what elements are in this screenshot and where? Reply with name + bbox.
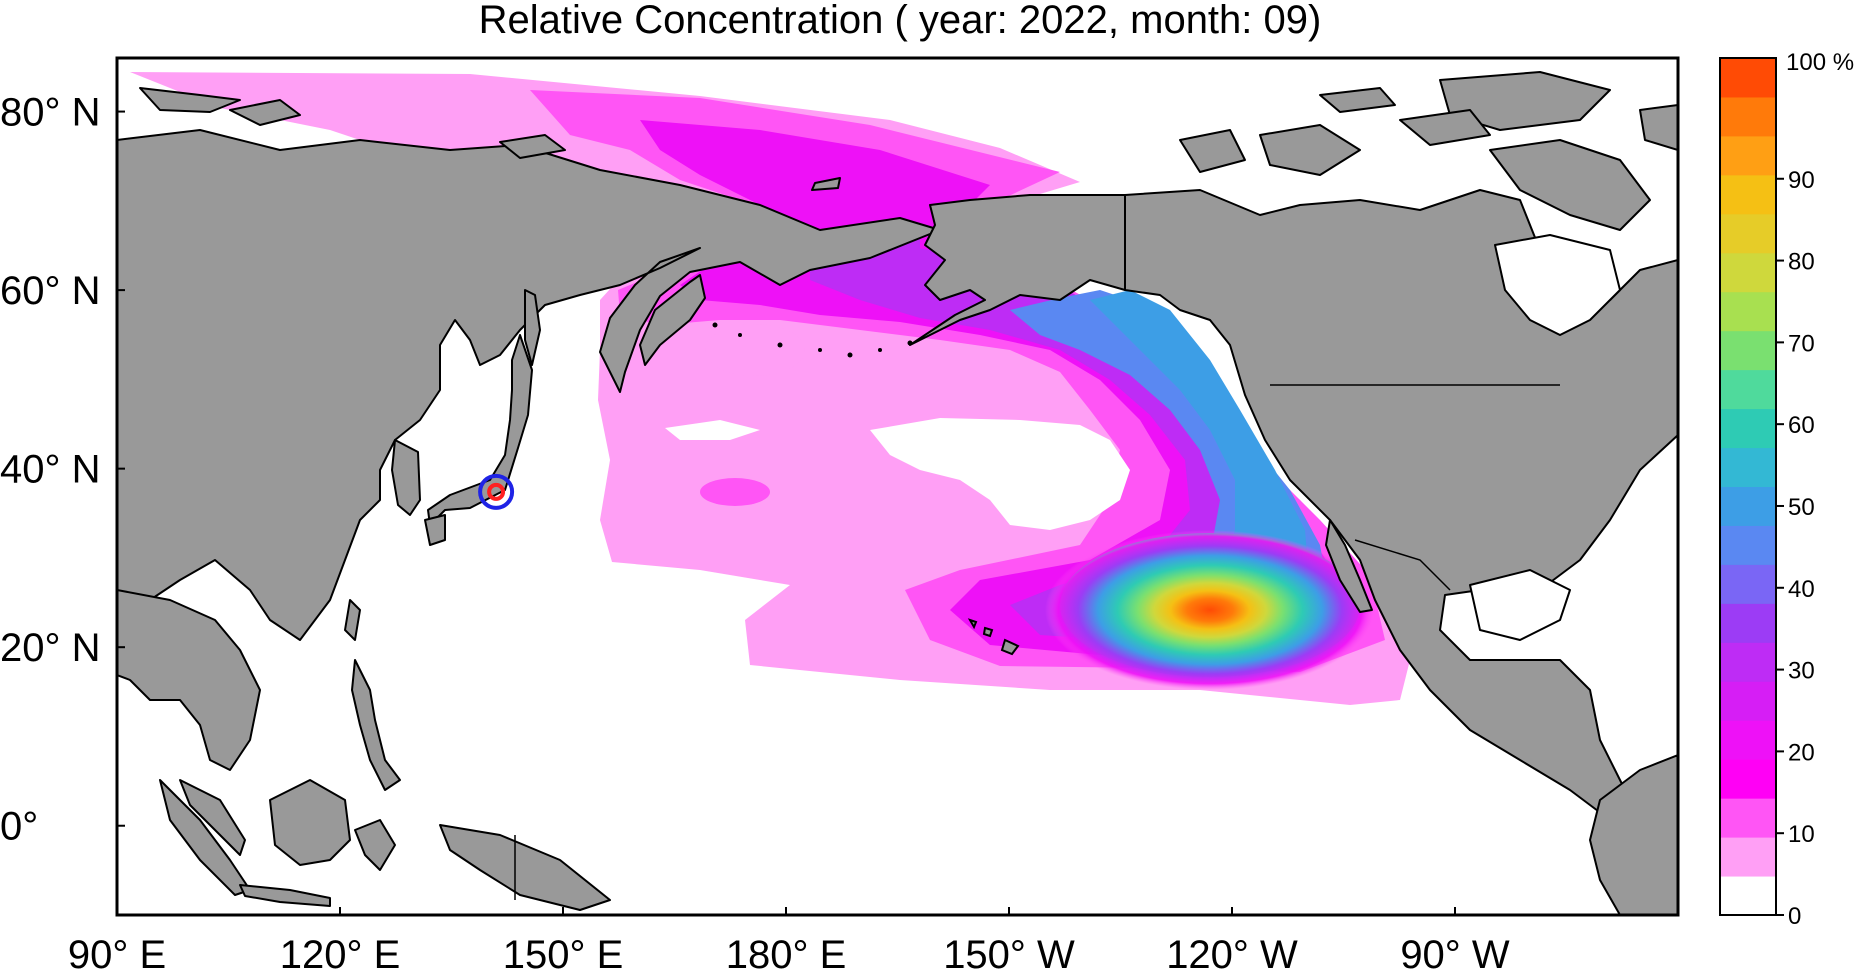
land-baja <box>1325 519 1373 613</box>
lon-tick-label: 120° W <box>1166 933 1298 972</box>
land-arctic-isl-2 <box>1639 104 1678 151</box>
colorbar-tick-label: 60 <box>1788 412 1815 439</box>
land-philippines <box>351 659 401 791</box>
lon-tick-label: 150° E <box>503 933 624 972</box>
land-kamchatka <box>639 274 706 366</box>
colorbar-swatch <box>1720 525 1776 565</box>
colorbar-swatch <box>1720 642 1776 682</box>
land-borneo <box>269 779 351 866</box>
land-arctic-isl-1 <box>1319 87 1396 113</box>
colorbar-swatch <box>1720 447 1776 487</box>
lon-tick-label: 150° W <box>943 933 1075 972</box>
colorbar-swatch <box>1720 798 1776 838</box>
colorbar-tick-label: 10 <box>1788 821 1815 848</box>
colorbar-swatch <box>1720 291 1776 332</box>
land-masses <box>117 71 1678 915</box>
lat-tick-label: 20° N <box>0 626 101 670</box>
lon-tick-label: 90° W <box>1400 933 1510 972</box>
colorbar-swatch <box>1720 330 1776 371</box>
colorbar-swatch <box>1720 135 1776 176</box>
land-devon <box>1399 109 1491 146</box>
colorbar-tick-label: 90 <box>1788 167 1815 194</box>
colorbar-tick-label: 20 <box>1788 739 1815 766</box>
land-indochina <box>117 589 261 771</box>
land-baffin <box>1489 139 1651 231</box>
colorbar-legend: 0 10 20 30 40 50 60 70 80 90 100 % <box>1719 49 1854 930</box>
concentration-peak <box>1045 530 1375 690</box>
lat-tick-label: 80° N <box>0 91 101 135</box>
colorbar-tick-label: 40 <box>1788 576 1815 603</box>
colorbar-swatch <box>1720 603 1776 643</box>
colorbar-swatch <box>1720 564 1776 604</box>
colorbar-swatch <box>1720 486 1776 526</box>
land-korea <box>391 439 421 516</box>
aleutian-islands <box>712 322 913 358</box>
lat-tick-label: 60° N <box>0 269 101 313</box>
colorbar-tick-label: 0 <box>1788 903 1801 930</box>
colorbar-unit-label: 100 % <box>1786 49 1854 76</box>
colorbar-tick-label: 80 <box>1788 249 1815 276</box>
colorbar-swatch <box>1720 252 1776 293</box>
colorbar-swatch <box>1720 681 1776 721</box>
land-malay <box>179 779 246 856</box>
colorbar-swatch <box>1720 720 1776 760</box>
colorbar-swatch <box>1720 759 1776 799</box>
colorbar-swatch <box>1720 369 1776 410</box>
source-marker <box>478 473 515 510</box>
land-java <box>239 884 331 907</box>
colorbar-swatch <box>1720 876 1776 916</box>
lon-tick-label: 90° E <box>68 933 166 972</box>
land-south-america <box>1589 754 1678 915</box>
land-wrangel <box>811 177 841 191</box>
longitude-axis: 90° E 120° E 150° E 180° E 150° W 120° W 90° W <box>68 907 1510 972</box>
national-borders <box>514 195 1560 900</box>
colorbar-swatch <box>1720 408 1776 449</box>
colorbar-tick-label: 70 <box>1788 330 1815 357</box>
hawaii-islands <box>967 618 1020 656</box>
colorbar-tick-label: 50 <box>1788 494 1815 521</box>
latitude-axis: 80° N 60° N 40° N 20° N 0° <box>0 91 125 849</box>
colorbar-swatch <box>1720 174 1776 215</box>
colorbar-swatch <box>1720 58 1776 98</box>
land-victoria-island <box>1259 124 1361 176</box>
gulf-of-mexico <box>1469 569 1571 641</box>
colorbar-frame <box>1719 57 1777 916</box>
concentration-plume <box>130 72 1410 705</box>
land-taiwan <box>344 599 361 641</box>
lon-tick-label: 180° E <box>726 933 847 972</box>
colorbar-swatch <box>1720 837 1776 877</box>
lon-tick-label: 120° E <box>280 933 401 972</box>
land-novaya-siberia <box>139 87 241 113</box>
colorbar-swatch <box>1720 213 1776 254</box>
lat-tick-label: 0° <box>0 805 38 849</box>
hudson-bay <box>1494 234 1621 336</box>
colorbar-tick-label: 30 <box>1788 658 1815 685</box>
map-frame <box>115 56 1680 917</box>
colorbar-swatch <box>1720 96 1776 137</box>
land-banks-island <box>1179 129 1246 173</box>
land-severnaya <box>229 99 301 126</box>
land-sulawesi <box>354 819 396 871</box>
lat-tick-label: 40° N <box>0 448 101 492</box>
land-new-siberian <box>499 134 566 159</box>
map-title: Relative Concentration ( year: 2022, mon… <box>478 0 1322 42</box>
land-new-guinea <box>439 824 611 911</box>
land-sakhalin <box>524 289 541 366</box>
land-kyushu <box>424 514 446 546</box>
land-asia <box>117 129 941 641</box>
